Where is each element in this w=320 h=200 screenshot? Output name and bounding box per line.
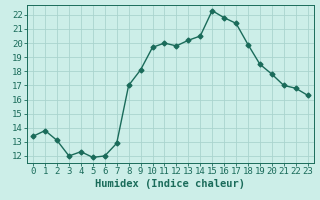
X-axis label: Humidex (Indice chaleur): Humidex (Indice chaleur) — [95, 179, 245, 189]
